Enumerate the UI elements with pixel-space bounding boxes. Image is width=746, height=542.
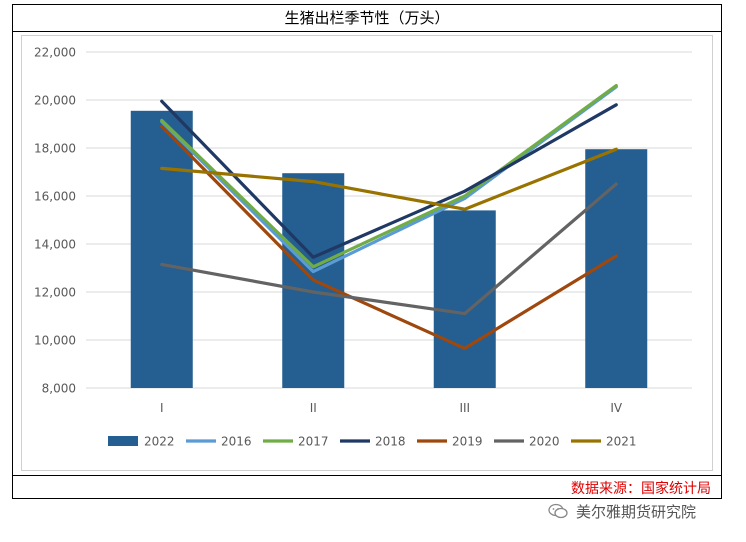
x-tick-label: II bbox=[310, 401, 317, 415]
chart-title: 生猪出栏季节性（万头） bbox=[13, 5, 721, 32]
legend-label-2016: 2016 bbox=[221, 435, 252, 449]
legend-label-2021: 2021 bbox=[606, 435, 637, 449]
legend-label-2017: 2017 bbox=[298, 435, 329, 449]
bar-2022-I bbox=[130, 110, 193, 389]
y-tick-label: 8,000 bbox=[42, 382, 76, 396]
y-tick-label: 12,000 bbox=[34, 286, 76, 300]
y-tick-label: 22,000 bbox=[34, 46, 76, 60]
line-series-2021 bbox=[160, 147, 618, 211]
footer-divider bbox=[13, 475, 721, 476]
line-series-group bbox=[160, 83, 618, 350]
legend-label-2022: 2022 bbox=[144, 435, 175, 449]
x-axis: I II III IV bbox=[160, 401, 623, 415]
x-tick-label: I bbox=[160, 401, 164, 415]
y-tick-label: 16,000 bbox=[34, 190, 76, 204]
watermark: 美尔雅期货研究院 bbox=[548, 500, 696, 522]
source-note: 数据来源：国家统计局 bbox=[571, 481, 711, 497]
x-tick-label: IV bbox=[610, 401, 623, 415]
legend-item-2016: 2016 bbox=[186, 435, 252, 449]
chart-frame: 生猪出栏季节性（万头） 数据来源：国家统计局 bbox=[12, 4, 722, 499]
line-series-2020 bbox=[160, 182, 618, 316]
y-tick-label: 20,000 bbox=[34, 94, 76, 108]
line-series-2018 bbox=[160, 99, 618, 259]
legend-label-2018: 2018 bbox=[375, 435, 406, 449]
legend-item-2022: 2022 bbox=[108, 435, 175, 449]
legend-label-2020: 2020 bbox=[529, 435, 560, 449]
legend-item-2018: 2018 bbox=[340, 435, 406, 449]
bar-2022-III bbox=[433, 210, 496, 388]
y-axis: 8,000 10,000 12,000 14,000 16,000 18,000 20,00… bbox=[34, 46, 76, 396]
legend-label-2019: 2019 bbox=[452, 435, 483, 449]
wechat-icon bbox=[548, 503, 568, 519]
legend-item-2021: 2021 bbox=[571, 435, 637, 449]
legend-item-2017: 2017 bbox=[263, 435, 329, 449]
legend: 2022 2016 2017 2018 2019 2020 2021 bbox=[108, 435, 637, 449]
line-series-2017 bbox=[160, 83, 618, 269]
y-tick-label: 10,000 bbox=[34, 334, 76, 348]
line-series-2019 bbox=[160, 124, 618, 350]
plot-area-border bbox=[21, 35, 713, 471]
bar-series-2022 bbox=[130, 110, 648, 389]
watermark-text: 美尔雅期货研究院 bbox=[576, 502, 697, 521]
legend-item-2020: 2020 bbox=[494, 435, 560, 449]
legend-swatch-2022 bbox=[108, 436, 138, 446]
y-tick-label: 14,000 bbox=[34, 238, 76, 252]
x-tick-label: III bbox=[459, 401, 470, 415]
legend-item-2019: 2019 bbox=[417, 435, 483, 449]
y-tick-label: 18,000 bbox=[34, 142, 76, 156]
